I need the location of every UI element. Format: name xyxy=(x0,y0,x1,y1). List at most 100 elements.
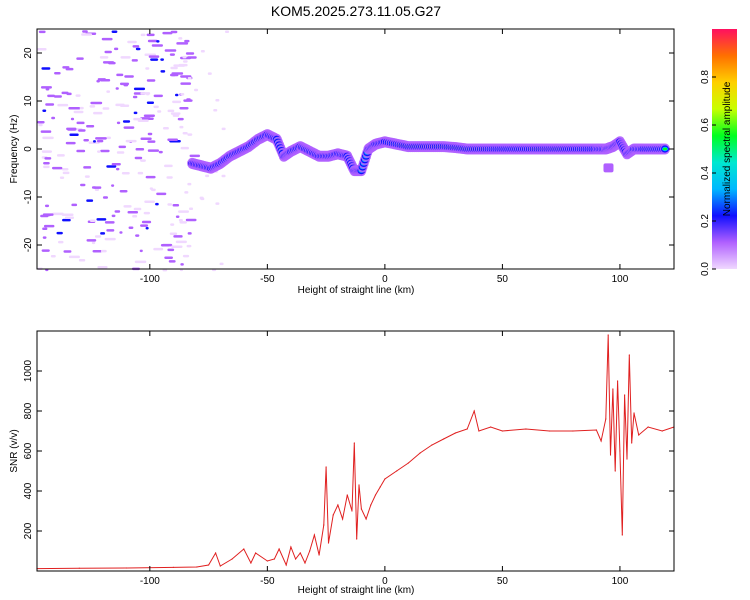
noise-mark xyxy=(182,254,190,258)
noise-mark xyxy=(96,79,100,83)
noise-mark xyxy=(57,103,69,107)
noise-mark xyxy=(167,248,175,252)
noise-mark xyxy=(99,56,109,59)
colorbar-tick-label: 0.4 xyxy=(700,166,711,180)
x-tick-label: 100 xyxy=(612,274,629,285)
y-tick-label: -20 xyxy=(23,237,34,252)
noise-mark xyxy=(78,259,86,262)
noise-mark xyxy=(153,94,163,98)
snr-point xyxy=(299,552,301,554)
noise-mark xyxy=(147,149,160,152)
snr-point xyxy=(172,566,174,569)
noise-mark xyxy=(147,132,153,136)
noise-mark xyxy=(171,245,183,248)
noise-mark xyxy=(50,254,56,258)
snr-point xyxy=(290,546,292,548)
noise-mark xyxy=(56,154,65,157)
noise-mark xyxy=(221,127,226,131)
noise-mark xyxy=(170,223,175,226)
y-tick-label: 20 xyxy=(23,47,34,59)
noise-mark xyxy=(89,105,96,108)
noise-mark xyxy=(122,120,131,123)
noise-mark xyxy=(177,117,184,121)
noise-mark xyxy=(135,234,140,237)
noise-mark xyxy=(100,232,106,235)
noise-mark xyxy=(76,57,84,60)
colorbar-tick-label: 0.8 xyxy=(700,70,711,84)
snr-point xyxy=(351,510,353,512)
noise-mark xyxy=(65,67,74,71)
noise-mark xyxy=(133,87,146,91)
noise-mark xyxy=(84,175,90,178)
noise-mark xyxy=(134,260,147,264)
snr-point xyxy=(626,458,628,460)
noise-mark xyxy=(162,31,173,35)
snr-point xyxy=(332,514,334,516)
snr-point xyxy=(607,334,609,336)
noise-mark xyxy=(53,95,62,98)
noise-mark xyxy=(116,121,121,125)
snr-point xyxy=(661,430,663,432)
noise-mark xyxy=(168,260,176,263)
snr-marks xyxy=(36,334,675,570)
snr-point xyxy=(605,418,607,420)
noise-mark xyxy=(93,111,103,115)
snr-point xyxy=(443,438,445,440)
snr-y-label: SNR (v/v) xyxy=(9,429,20,472)
noise-mark xyxy=(134,156,143,160)
noise-mark xyxy=(106,165,117,168)
chart-title: KOM5.2025.273.11.05.G27 xyxy=(271,3,441,19)
noise-mark xyxy=(42,109,47,113)
noise-mark xyxy=(155,202,159,206)
noise-mark xyxy=(184,39,190,43)
snr-point xyxy=(595,429,598,431)
noise-mark xyxy=(92,249,102,253)
noise-mark xyxy=(172,100,182,104)
noise-mark xyxy=(104,237,116,241)
noise-mark xyxy=(178,218,183,222)
snr-point xyxy=(647,426,649,428)
y-tick-label: -10 xyxy=(23,189,34,204)
snr-point xyxy=(614,470,616,472)
x-tick-label: 0 xyxy=(382,274,388,285)
snr-point xyxy=(358,484,360,486)
snr-point xyxy=(304,562,306,564)
noise-mark xyxy=(41,150,52,153)
x-tick-label: -50 xyxy=(260,274,275,285)
noise-mark xyxy=(63,250,72,253)
noise-mark xyxy=(215,202,220,205)
noise-mark xyxy=(219,262,224,266)
noise-mark xyxy=(140,92,151,95)
noise-mark xyxy=(153,247,164,251)
snr-point xyxy=(624,394,626,396)
noise-mark xyxy=(106,90,111,93)
noise-mark xyxy=(180,82,192,85)
noise-mark xyxy=(149,187,154,190)
snr-point xyxy=(621,534,623,536)
noise-mark xyxy=(132,45,140,48)
snr-point xyxy=(266,560,268,562)
noise-mark xyxy=(83,166,92,169)
noise-mark xyxy=(95,137,107,140)
snr-point xyxy=(337,504,339,506)
noise-mark xyxy=(119,82,130,86)
noise-mark xyxy=(143,211,151,215)
noise-mark xyxy=(167,203,173,206)
noise-mark xyxy=(172,114,180,117)
noise-mark xyxy=(96,218,107,221)
noise-mark xyxy=(207,72,212,75)
snr-point xyxy=(525,428,527,430)
noise-mark xyxy=(45,103,55,106)
noise-mark xyxy=(182,60,188,63)
noise-mark xyxy=(102,107,110,110)
snr-point xyxy=(616,380,619,382)
noise-mark xyxy=(81,33,93,36)
noise-mark xyxy=(169,53,175,56)
noise-mark xyxy=(146,33,155,37)
noise-mark xyxy=(120,104,130,108)
noise-mark xyxy=(86,239,97,242)
noise-mark xyxy=(42,227,48,231)
noise-mark xyxy=(114,210,121,213)
noise-mark xyxy=(111,162,121,166)
